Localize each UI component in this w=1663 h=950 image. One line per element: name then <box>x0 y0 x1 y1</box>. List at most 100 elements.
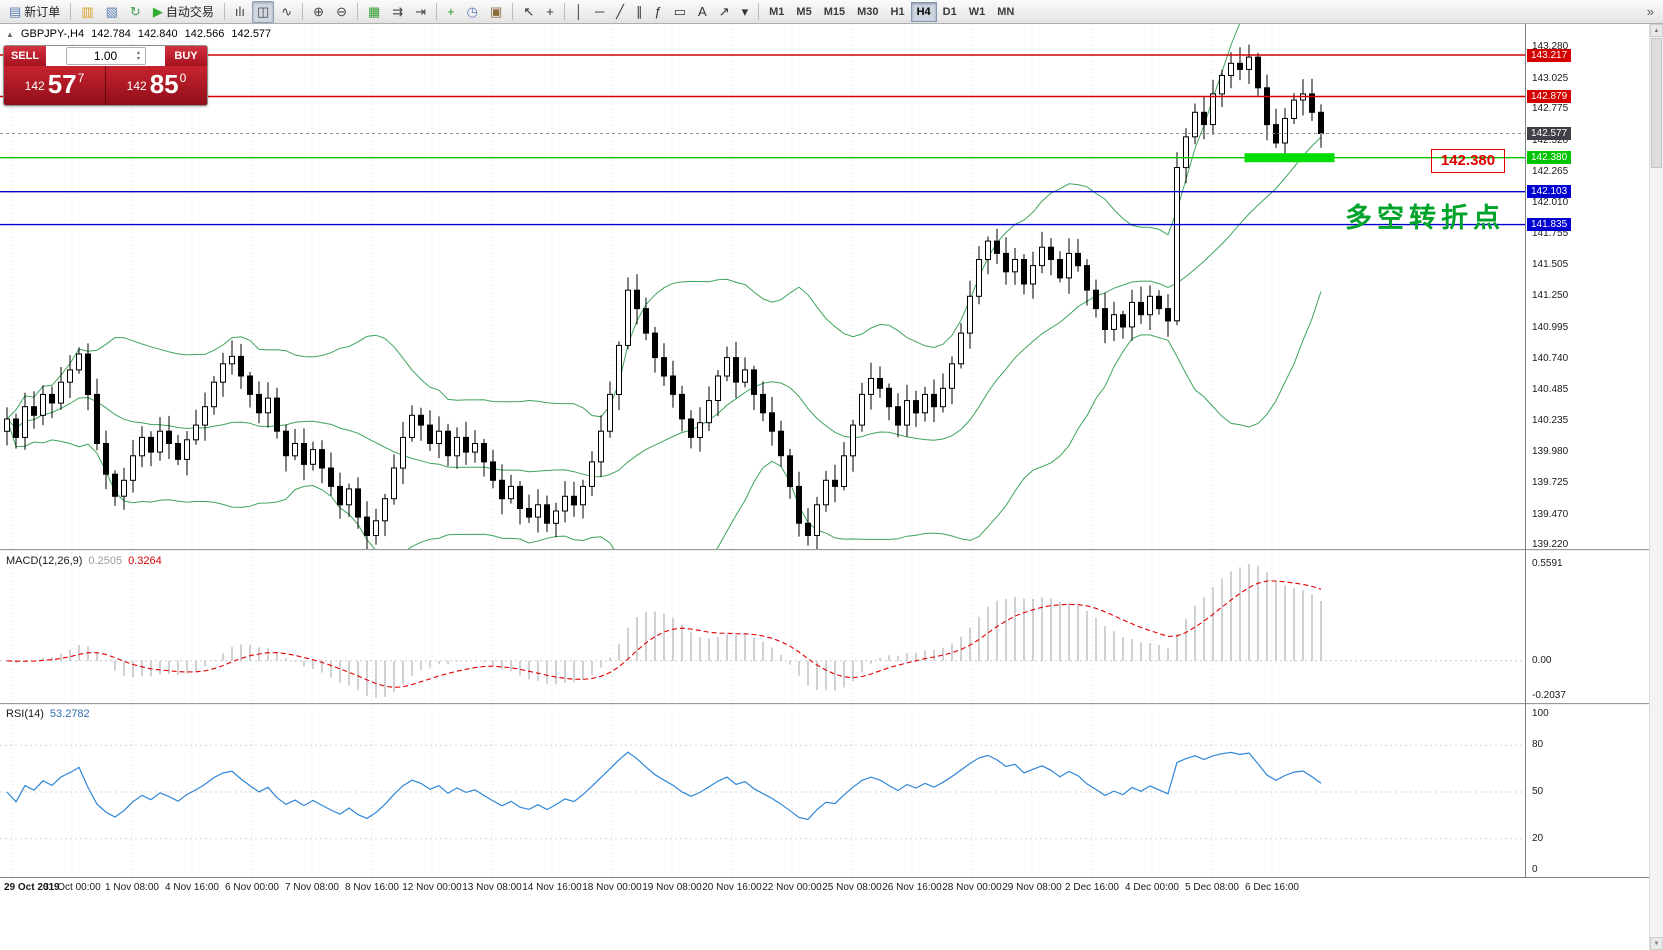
stepper-down-icon[interactable]: ▾ <box>136 56 140 62</box>
sell-price-point: 7 <box>77 71 85 85</box>
candle <box>1129 301 1135 328</box>
candle <box>112 473 118 497</box>
line-chart-mode-button[interactable]: ∿ <box>276 1 297 23</box>
candlestick-mode-button[interactable]: ◫ <box>251 0 275 23</box>
auto-trading-icon: ▶ <box>152 4 163 19</box>
text-tool-button[interactable]: A <box>693 1 712 23</box>
candle <box>211 381 217 408</box>
scroll-down-button[interactable]: ▼ <box>1650 937 1663 950</box>
cursor-icon: ↖ <box>523 4 535 19</box>
auto-scroll-button[interactable]: ⇉ <box>387 1 408 23</box>
tile-windows-button[interactable]: ▦ <box>363 1 385 23</box>
hline-price-tag[interactable]: 142.879 <box>1527 89 1572 103</box>
timeframe-h1-button[interactable]: H1 <box>890 5 905 18</box>
stepper-up-icon[interactable]: ▴ <box>136 50 140 56</box>
sell-price-big: 142 <box>24 79 45 93</box>
new-order-button[interactable]: ▤ 新订单 <box>4 1 65 23</box>
price-tick-label: 143.280 <box>1532 41 1569 53</box>
candle <box>148 436 154 453</box>
time-axis[interactable]: 29 Oct 2019 31 Oct 00:00 1 Nov 08:00 4 Nov … <box>0 877 1663 950</box>
timeframe-d1-button[interactable]: D1 <box>942 5 957 18</box>
fibonacci-tool-icon: ƒ <box>654 4 662 19</box>
candle <box>31 406 37 416</box>
price-tick-label: 0.5591 <box>1532 558 1563 570</box>
candle <box>553 510 559 524</box>
channel-tool-button[interactable]: ∥ <box>631 1 648 23</box>
vertical-line-tool-button[interactable]: │ <box>570 1 588 23</box>
profiles-button[interactable]: ▧ <box>101 1 123 23</box>
one-click-collapse-icon[interactable]: ▲ <box>6 29 14 39</box>
candle <box>643 308 649 334</box>
hline-price-tag[interactable]: 141.835 <box>1527 218 1572 232</box>
timeframe-m5-button[interactable]: M5 <box>796 5 812 18</box>
pane-separator-rsi[interactable] <box>0 703 1663 706</box>
buy-label[interactable]: BUY <box>165 46 207 66</box>
refresh-button[interactable]: ↻ <box>125 1 146 23</box>
sell-label[interactable]: SELL <box>4 46 46 66</box>
candle <box>688 418 694 438</box>
candle <box>193 424 199 441</box>
horizontal-line-tool-button[interactable]: ─ <box>590 1 609 23</box>
price-note-box[interactable]: 142.380 <box>1431 149 1505 173</box>
sell-button[interactable]: 142 57 7 <box>4 66 106 105</box>
timeframe-h4-button[interactable]: H4 <box>910 1 937 22</box>
highlight-rectangle-object[interactable] <box>1244 153 1335 163</box>
candle <box>247 375 253 395</box>
candle <box>472 443 478 453</box>
time-axis-label: 14 Nov 16:00 <box>522 882 582 893</box>
scrollbar-thumb[interactable] <box>1651 38 1662 168</box>
zoom-in-button[interactable]: ⊕ <box>308 1 329 23</box>
pane-separator-macd[interactable] <box>0 549 1663 552</box>
timeframe-m1-button[interactable]: M1 <box>769 5 785 18</box>
cursor-button[interactable]: ↖ <box>518 1 539 23</box>
time-axis-label: 6 Nov 00:00 <box>225 882 279 893</box>
templates-icon: ▣ <box>490 4 503 19</box>
periods-button[interactable]: ◷ <box>462 1 483 23</box>
candle <box>877 378 883 389</box>
objects-dropdown-button[interactable]: ▾ <box>737 1 754 23</box>
candle <box>391 467 397 500</box>
auto-trading-button[interactable]: ▶ 自动交易 <box>148 1 219 23</box>
toolbar-separator <box>356 3 358 20</box>
timeframe-w1-button[interactable]: W1 <box>968 5 986 18</box>
bar-chart-mode-button[interactable]: ılı <box>230 1 250 23</box>
candle <box>589 461 595 487</box>
toolbar-overflow-button[interactable]: » <box>1642 1 1659 23</box>
indicators-add-button[interactable]: + <box>442 1 460 23</box>
vertical-scrollbar[interactable]: ▲ ▼ <box>1649 24 1663 950</box>
time-axis-label: 20 Nov 16:00 <box>702 882 762 893</box>
buy-price-big: 142 <box>126 79 147 93</box>
candle <box>814 504 820 536</box>
price-tick-label: 139.470 <box>1532 508 1569 520</box>
buy-button[interactable]: 142 85 0 <box>106 66 207 105</box>
candle <box>1111 314 1117 330</box>
volume-input[interactable]: 1.00 ▴ ▾ <box>65 47 146 65</box>
candle <box>202 406 208 426</box>
scroll-up-button[interactable]: ▲ <box>1650 24 1663 37</box>
templates-button[interactable]: ▣ <box>485 1 507 23</box>
timeframe-mn-button[interactable]: MN <box>997 5 1015 18</box>
arrows-tool-button[interactable]: ↗ <box>714 1 735 23</box>
time-axis-label: 7 Nov 08:00 <box>285 882 339 893</box>
trendline-tool-button[interactable]: ╱ <box>611 1 629 23</box>
price-tick-label: 141.505 <box>1532 259 1569 271</box>
timeframe-m15-button[interactable]: M15 <box>823 5 846 18</box>
chart-shift-button[interactable]: ⇥ <box>410 1 431 23</box>
fibonacci-tool-button[interactable]: ƒ <box>649 1 666 23</box>
hline-price-tag[interactable]: 143.217 <box>1527 48 1572 62</box>
hline-price-tag[interactable]: 142.103 <box>1527 185 1572 199</box>
rsi-pane-label: RSI(14) 53.2782 <box>6 708 90 720</box>
crosshair-button[interactable]: + <box>541 1 559 23</box>
annotation-text[interactable]: 多空转折点 <box>1345 203 1505 233</box>
candle <box>985 240 991 261</box>
zoom-out-button[interactable]: ⊖ <box>331 1 352 23</box>
price-scale[interactable]: 143.280143.025142.775142.520142.265142.0… <box>1525 24 1663 877</box>
new-chart-button[interactable]: ▥ <box>76 1 98 23</box>
timeframe-m30-button[interactable]: M30 <box>857 5 879 18</box>
volume-stepper[interactable]: ▴ ▾ <box>134 48 144 64</box>
shapes-tool-button[interactable]: ▭ <box>669 1 691 23</box>
time-axis-label: 2 Dec 16:00 <box>1065 882 1119 893</box>
ohlc-high: 142.840 <box>137 28 178 40</box>
hline-price-tag[interactable]: 142.380 <box>1527 151 1572 165</box>
